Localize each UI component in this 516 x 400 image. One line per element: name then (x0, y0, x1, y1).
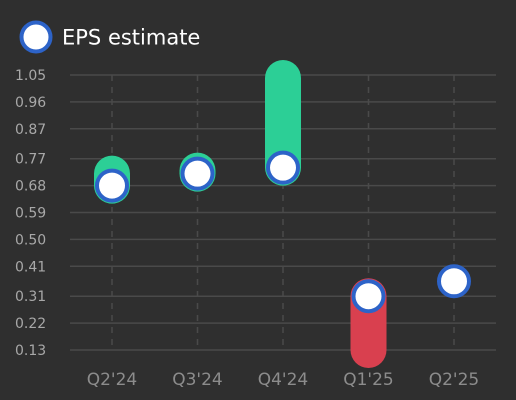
y-tick-label: 0.96 (15, 95, 46, 111)
estimate-points (95, 150, 471, 314)
x-tick-label: Q3'24 (172, 370, 223, 390)
x-tick-label: Q2'24 (87, 370, 138, 390)
y-tick-label: 0.22 (15, 316, 46, 332)
estimate-point (351, 279, 386, 314)
estimate-point (180, 156, 215, 191)
actual-bars (94, 59, 387, 368)
x-tick-label: Q2'25 (429, 370, 480, 390)
y-tick-label: 0.68 (15, 179, 46, 195)
estimate-point (266, 150, 300, 185)
legend-marker (19, 20, 53, 54)
estimate-point (437, 264, 471, 299)
y-axis: 1.05 0.96 0.87 0.77 0.68 0.59 0.50 0.41 0.31 0.22… (15, 68, 46, 359)
legend: EPS estimate (19, 20, 200, 54)
estimate-point (95, 168, 129, 203)
legend-label: EPS estimate (62, 26, 200, 50)
x-tick-label: Q1'25 (343, 370, 394, 390)
x-axis: Q2'24 Q3'24 Q4'24 Q1'25 Q2'25 (87, 370, 480, 390)
y-tick-label: 0.87 (15, 122, 46, 138)
y-tick-label: 0.13 (15, 343, 46, 359)
y-tick-label: 0.41 (15, 259, 46, 275)
y-tick-label: 0.31 (15, 289, 46, 305)
y-tick-label: 1.05 (15, 68, 46, 84)
y-tick-label: 0.50 (15, 232, 46, 248)
x-tick-label: Q4'24 (258, 370, 309, 390)
y-tick-label: 0.77 (15, 152, 46, 168)
y-tick-label: 0.59 (15, 206, 46, 222)
